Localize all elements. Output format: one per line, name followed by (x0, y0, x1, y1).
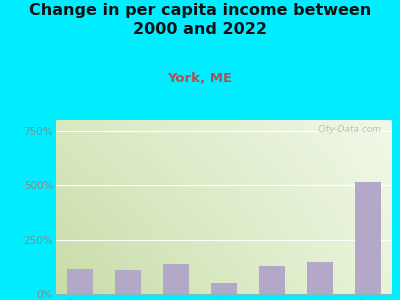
Text: Change in per capita income between
2000 and 2022: Change in per capita income between 2000… (29, 3, 371, 37)
Bar (115, 270, 141, 294)
Bar (307, 262, 333, 294)
Bar (355, 182, 381, 294)
Bar (259, 266, 285, 294)
Bar (67, 269, 93, 294)
Bar (163, 263, 189, 294)
Text: York, ME: York, ME (168, 72, 232, 85)
Bar (211, 283, 237, 294)
Text: City-Data.com: City-Data.com (318, 125, 382, 134)
